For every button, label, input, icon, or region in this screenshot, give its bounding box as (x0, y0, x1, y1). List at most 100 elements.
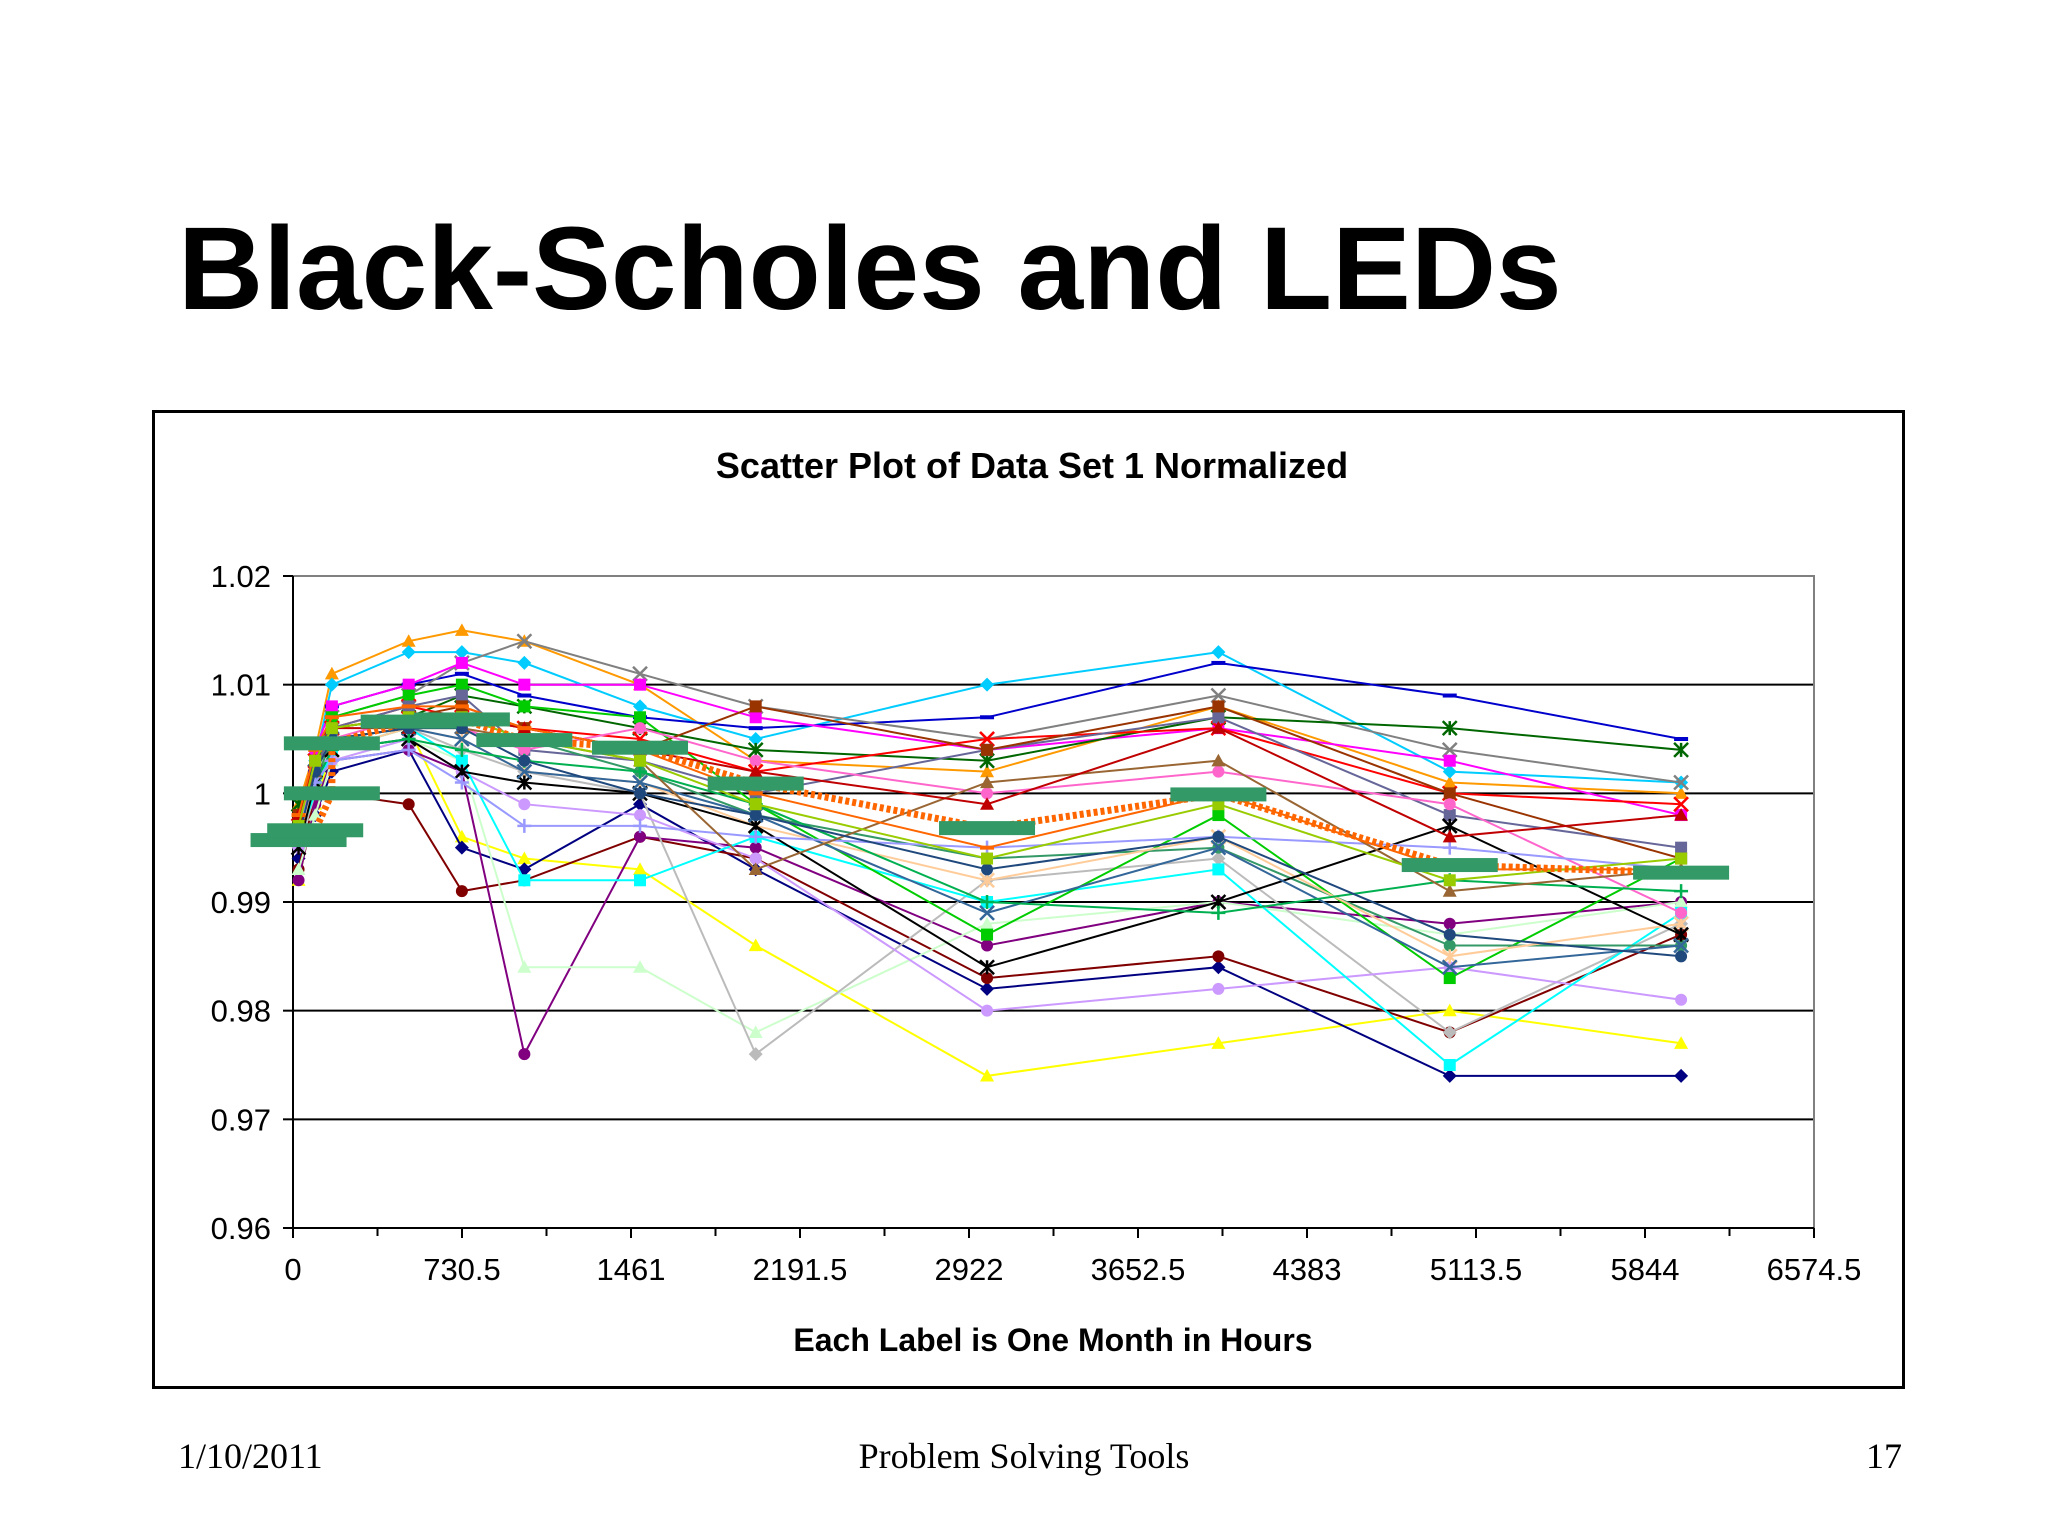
series-layer (290, 623, 1689, 1083)
series-12-point-8 (981, 1004, 994, 1017)
series-12-point-7 (749, 852, 762, 865)
x-tick-label-9: 6574.5 (1767, 1252, 1862, 1287)
mean-point-2 (283, 786, 380, 801)
series-25-point-7 (748, 862, 763, 875)
mean-point-12 (1633, 865, 1730, 880)
series-21-point-8 (979, 959, 995, 976)
series-4-point-10 (1443, 754, 1456, 767)
series-11-point-7 (748, 1047, 763, 1062)
series-0-point-8 (980, 764, 995, 778)
series-5-point-7 (747, 741, 764, 758)
series-22-point-10 (1441, 959, 1458, 976)
mean-point-9 (939, 821, 1036, 836)
x-tick-label-6: 4383 (1273, 1252, 1342, 1287)
series-29-point-6 (634, 754, 647, 767)
series-3-point-10 (1441, 741, 1458, 758)
series-6-point-6 (633, 862, 648, 875)
series-12-point-11 (1675, 993, 1688, 1006)
x-tick-label-8: 5844 (1611, 1252, 1680, 1287)
series-6-point-10 (1442, 1003, 1457, 1017)
series-13-point-6 (634, 874, 647, 887)
series-4-point-5 (518, 678, 531, 691)
series-29-point-11 (1675, 852, 1688, 865)
series-22-point-9 (1210, 839, 1227, 856)
page-number: 17 (1866, 1436, 1902, 1476)
series-23-point-8 (980, 895, 995, 909)
x-tick-label-1: 730.5 (423, 1252, 501, 1287)
chart-title: Scatter Plot of Data Set 1 Normalized (716, 445, 1348, 486)
series-7-point-5 (517, 862, 532, 877)
series-5-point-11 (1673, 741, 1689, 758)
series-27-point-11 (1675, 950, 1688, 963)
series-1-point-4 (454, 645, 469, 660)
series-4-point-3 (402, 678, 415, 691)
series-16-point-4 (455, 689, 468, 702)
series-13-point-9 (1212, 863, 1225, 876)
series-3-point-6 (632, 665, 648, 682)
series-22-point-5 (516, 763, 533, 780)
series-27-point-5 (518, 754, 531, 767)
y-tick-label-2: 0.98 (211, 994, 271, 1029)
series-9-point-7 (749, 841, 762, 854)
series-20-point-11 (1675, 906, 1688, 919)
x-tick-label-0: 0 (284, 1252, 301, 1287)
series-14-point-10 (1443, 972, 1456, 985)
series-19-point-9 (1212, 700, 1225, 713)
series-15-point-11 (1673, 796, 1689, 813)
series-14-point-5 (518, 700, 531, 713)
series-19-point-8 (981, 743, 994, 756)
series-20-point-10 (1443, 798, 1456, 811)
series-2-point-8 (980, 715, 995, 720)
series-7-point-4 (454, 840, 469, 855)
series-3-point-5 (516, 633, 533, 650)
series-27-point-7 (749, 809, 762, 822)
series-2-point-10 (1442, 693, 1457, 698)
series-9-point-6 (634, 830, 647, 843)
series-0-point-3 (401, 634, 416, 647)
series-1-point-6 (633, 699, 648, 714)
series-12-point-5 (518, 798, 531, 811)
series-10-point-7 (748, 1025, 763, 1038)
series-29-point-7 (749, 798, 762, 811)
series-28-point-2 (324, 715, 339, 720)
x-tick-label-2: 1461 (597, 1252, 666, 1287)
series-3-point-9 (1210, 687, 1227, 704)
series-9-point-5 (518, 1048, 531, 1061)
series-28-point-3 (401, 704, 416, 709)
series-20-point-8 (981, 787, 994, 800)
series-7-point-10 (1442, 1068, 1457, 1083)
series-10-point-6 (633, 960, 648, 973)
series-4-point-6 (634, 678, 647, 691)
series-13-point-5 (518, 874, 531, 887)
series-6-point-5 (517, 851, 532, 865)
chart-frame: Scatter Plot of Data Set 1 Normalized 0.… (152, 410, 1905, 1389)
y-tick-label-5: 1.01 (211, 668, 271, 703)
series-26-point-10 (1442, 829, 1457, 843)
x-tick-label-3: 2191.5 (753, 1252, 848, 1287)
series-14-point-8 (981, 928, 994, 941)
series-26-point-9 (1211, 721, 1226, 734)
series-25-point-9 (1211, 753, 1226, 767)
series-1-point-8 (980, 677, 995, 692)
series-14-point-9 (1212, 809, 1225, 822)
series-20-point-9 (1212, 765, 1225, 778)
series-7-point-8 (980, 981, 995, 996)
series-1-point-10 (1442, 764, 1457, 779)
series-5-point-10 (1441, 720, 1458, 737)
mean-point-1 (267, 823, 364, 838)
series-29-point-8 (981, 852, 994, 865)
series-11-point-10 (1442, 1025, 1457, 1040)
series-5-point-8 (979, 752, 995, 769)
series-6-point-7 (748, 938, 763, 952)
series-8-point-4 (455, 885, 468, 898)
series-8-point-9 (1212, 950, 1225, 963)
series-27-point-6 (634, 787, 647, 800)
series-line-23 (297, 737, 1682, 914)
series-22-point-6 (632, 774, 648, 791)
mean-point-3 (283, 736, 380, 751)
series-6-point-11 (1674, 1036, 1689, 1049)
series-23-point-6 (633, 764, 648, 779)
series-4-point-4 (455, 656, 468, 669)
series-28-point-4 (454, 704, 469, 709)
series-28-point-7 (748, 791, 763, 796)
